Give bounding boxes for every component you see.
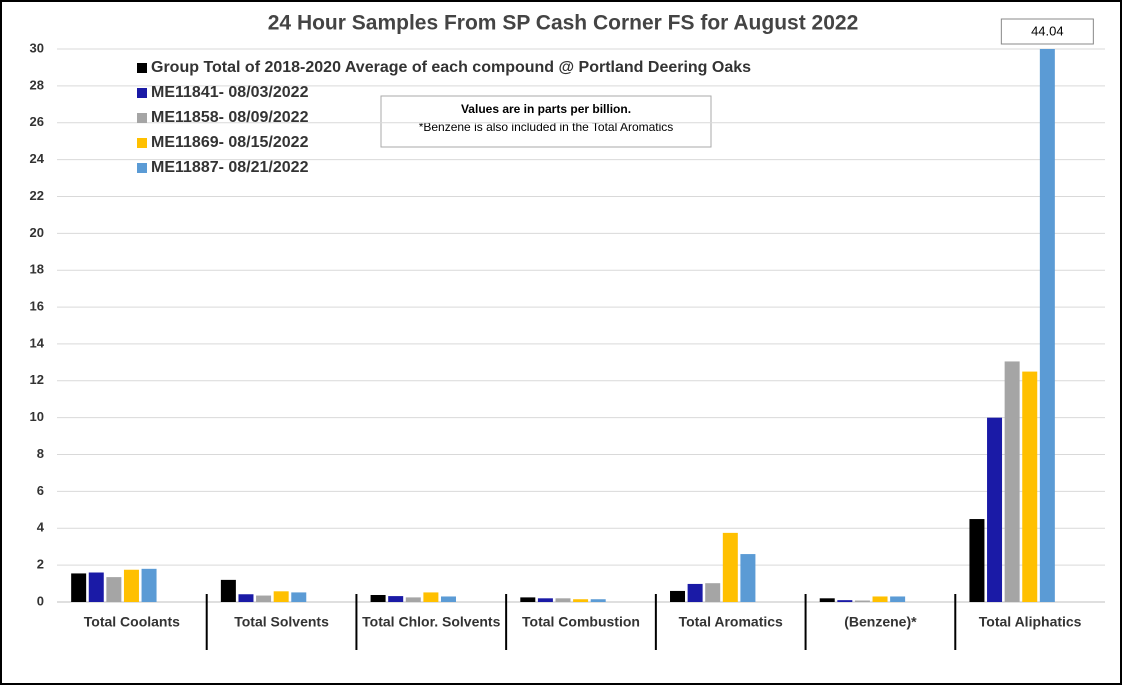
x-tick-label: (Benzene)*: [844, 614, 917, 630]
y-tick-label: 30: [30, 40, 44, 55]
y-tick-label: 20: [30, 225, 44, 240]
bar: [141, 568, 157, 602]
y-tick-label: 16: [30, 299, 44, 314]
bar: [273, 591, 289, 602]
bar: [969, 519, 985, 602]
legend-swatch: [137, 138, 147, 148]
plot-area: [71, 49, 1055, 603]
bar: [670, 590, 686, 602]
y-tick-label: 26: [30, 114, 44, 129]
bar: [71, 573, 87, 602]
y-tick-label: 10: [30, 409, 44, 424]
note: Values are in parts per billion.: [461, 102, 631, 116]
bar: [370, 594, 386, 602]
bar: [238, 594, 254, 602]
bar: [705, 583, 721, 602]
bar: [537, 598, 553, 602]
bar: [987, 417, 1003, 602]
bar: [88, 572, 104, 602]
legend-swatch: [137, 63, 147, 73]
bar: [520, 597, 536, 602]
y-tick-label: 28: [30, 77, 44, 92]
y-tick-label: 6: [37, 483, 44, 498]
bar: [819, 598, 835, 602]
y-tick-label: 22: [30, 188, 44, 203]
bar: [256, 595, 272, 602]
x-tick-label: Total Solvents: [234, 614, 329, 630]
legend-label: ME11869- 08/15/2022: [151, 134, 309, 151]
bar: [291, 592, 307, 602]
note-box: [380, 95, 712, 148]
legend-swatch: [137, 88, 147, 98]
legend-label: ME11858- 08/09/2022: [151, 109, 309, 126]
data-label-box: [1000, 18, 1094, 45]
bar: [590, 599, 606, 602]
bar: [388, 596, 404, 602]
bar: [890, 596, 906, 602]
legend-label: ME11887- 08/21/2022: [151, 159, 309, 176]
bar: [722, 532, 738, 602]
bar: [1039, 49, 1055, 603]
y-tick-label: 14: [30, 335, 45, 350]
bar: [1004, 361, 1020, 602]
bar: [123, 569, 139, 602]
bar: [872, 596, 888, 602]
bar: [423, 592, 439, 602]
bar: [740, 554, 756, 602]
y-tick-label: 0: [37, 593, 44, 608]
x-tick-label: Total Coolants: [84, 614, 180, 630]
x-tick-label: Total Aromatics: [679, 614, 783, 630]
y-tick-label: 4: [37, 520, 45, 535]
x-tick-label: Total Chlor. Solvents: [362, 614, 500, 630]
y-tick-label: 8: [37, 446, 44, 461]
legend-swatch: [137, 163, 147, 173]
data-label: 44.04: [1031, 23, 1064, 38]
x-tick-label: Total Aliphatics: [979, 614, 1082, 630]
bar: [1022, 371, 1038, 602]
note: *Benzene is also included in the Total A…: [419, 120, 674, 134]
y-tick-label: 2: [37, 557, 44, 572]
y-tick-label: 24: [30, 151, 45, 166]
bar: [220, 579, 236, 602]
bar: [106, 577, 122, 602]
bar: [837, 600, 853, 602]
y-tick-label: 12: [30, 372, 44, 387]
legend-label: ME11841- 08/03/2022: [151, 84, 309, 101]
bar: [687, 583, 703, 602]
y-tick-label: 18: [30, 262, 44, 277]
bar: [555, 598, 571, 602]
chart-title: 24 Hour Samples From SP Cash Corner FS f…: [268, 12, 859, 35]
bar: [405, 597, 421, 602]
bar: [573, 599, 589, 602]
legend-label: Group Total of 2018-2020 Average of each…: [151, 59, 751, 76]
bar: [440, 596, 456, 602]
legend-swatch: [137, 113, 147, 123]
bar: [854, 600, 870, 602]
x-tick-label: Total Combustion: [522, 614, 640, 630]
